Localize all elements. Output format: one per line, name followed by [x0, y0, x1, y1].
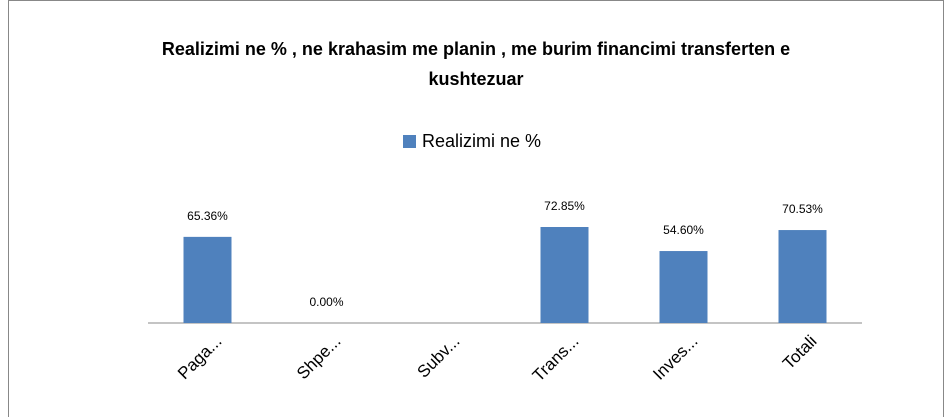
legend-swatch — [403, 135, 416, 148]
data-label: 54.60% — [663, 223, 704, 237]
bar — [540, 227, 589, 323]
data-label: 72.85% — [544, 199, 585, 213]
data-label: 0.00% — [309, 295, 343, 309]
bar — [183, 236, 232, 323]
legend-label: Realizimi ne % — [422, 131, 541, 151]
bar — [659, 251, 708, 323]
chart-border — [8, 0, 944, 417]
chart-title: Realizimi ne % , ne krahasim me planin ,… — [161, 39, 791, 89]
data-label: 65.36% — [187, 209, 228, 223]
data-label: 70.53% — [782, 202, 823, 216]
bar — [778, 230, 827, 323]
